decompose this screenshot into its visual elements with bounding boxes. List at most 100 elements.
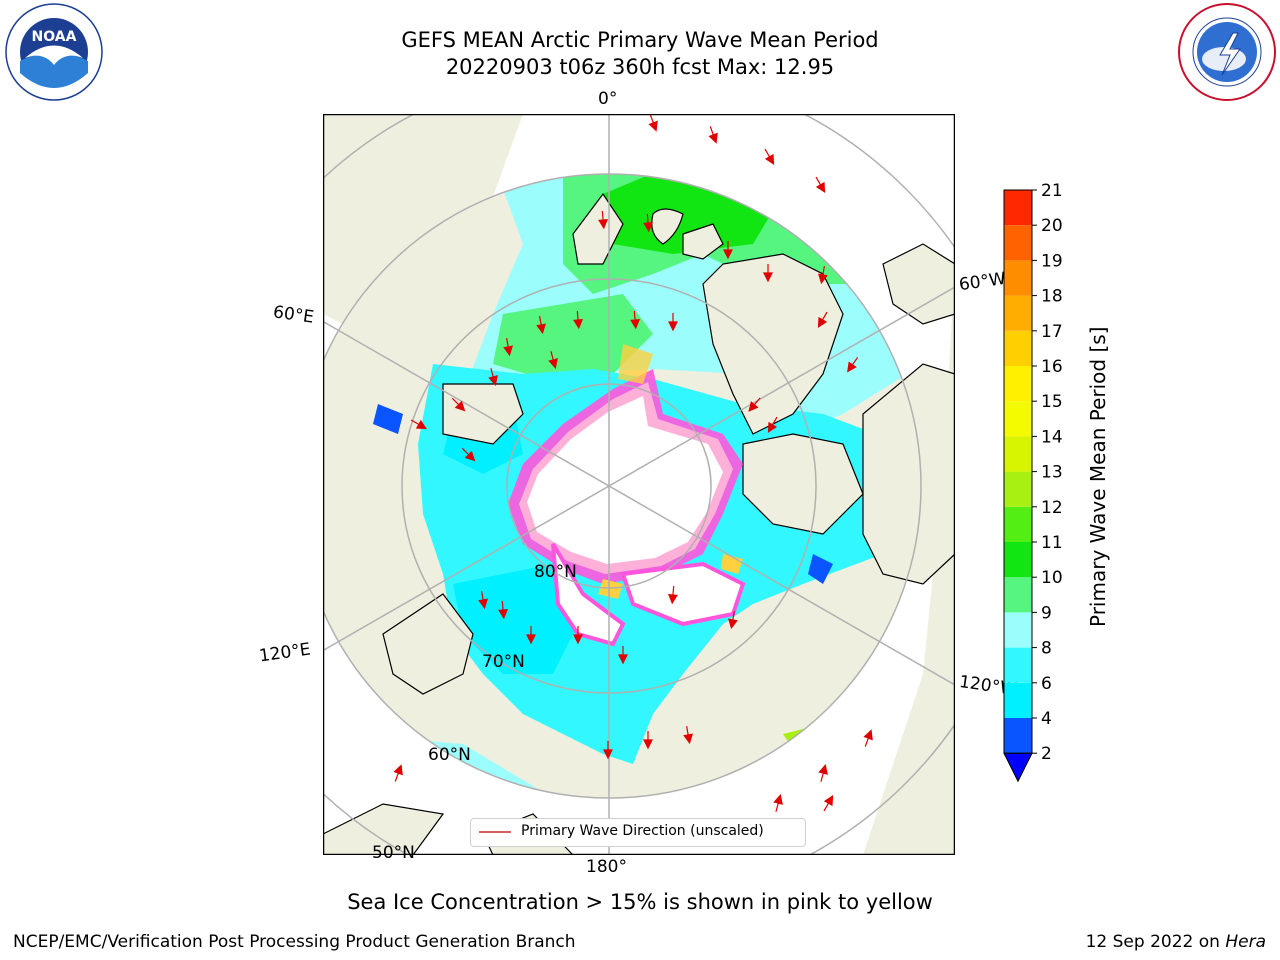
- colorbar: 2 4 6 8 9 10 11 12 13 14 15 16 17 18 19 20 21: [1003, 181, 1063, 783]
- noaa-logo: NOAA: [5, 3, 103, 101]
- lon-label-60e: 60°E: [271, 302, 316, 328]
- wave-arrow: [763, 264, 773, 283]
- colorbar-tick-label: 8: [1041, 639, 1052, 659]
- colorbar-cell: [1004, 190, 1032, 226]
- wave-arrow: [723, 241, 733, 260]
- sea-ice-note: Sea Ice Concentration > 15% is shown in …: [347, 890, 933, 914]
- wave-arrow: [461, 447, 476, 462]
- wave-arrow: [573, 626, 583, 645]
- wave-direction-arrows: [393, 114, 873, 812]
- colorbar-cell: [1004, 577, 1032, 613]
- wave-arrow: [863, 729, 873, 747]
- wave-arrow: [668, 585, 678, 605]
- wave-arrow: [708, 126, 718, 144]
- wave-arrow: [643, 213, 653, 233]
- colorbar-tick-label: 19: [1041, 251, 1063, 271]
- lon-label-180: 180°: [586, 857, 627, 877]
- wave-arrow: [683, 726, 693, 745]
- nws-logo: [1178, 3, 1276, 101]
- wave-arrow: [818, 764, 828, 782]
- legend-arrow-icon: [479, 831, 511, 833]
- wave-arrow: [548, 351, 558, 369]
- colorbar-tick-label: 11: [1041, 533, 1063, 553]
- colorbar-cell: [1004, 330, 1032, 366]
- wave-arrow: [728, 611, 738, 630]
- wave-arrow: [598, 210, 608, 230]
- colorbar-cell: [1004, 225, 1032, 261]
- colorbar-extend-arrow: [1003, 752, 1033, 783]
- colorbar-cells: [1003, 189, 1033, 783]
- lat-label-60n: 60°N: [428, 745, 471, 765]
- lon-label-0: 0°: [598, 89, 618, 109]
- colorbar-tick-label: 14: [1041, 427, 1063, 447]
- wave-arrow: [573, 310, 583, 330]
- wave-arrow: [478, 591, 488, 610]
- wave-arrow: [847, 357, 859, 373]
- lat-label-50n: 50°N: [372, 843, 415, 863]
- wave-arrow: [410, 419, 427, 430]
- colorbar-cell: [1004, 718, 1032, 754]
- colorbar-cell: [1004, 401, 1032, 437]
- wave-arrow: [393, 764, 403, 782]
- wave-arrow: [603, 741, 613, 760]
- colorbar-tick-label: 16: [1041, 357, 1063, 377]
- colorbar-cell: [1004, 471, 1032, 507]
- wave-arrow: [503, 338, 513, 357]
- wave-arrow: [823, 795, 834, 812]
- footer-org: NCEP/EMC/Verification Post Processing Pr…: [13, 932, 576, 952]
- arctic-map: [323, 114, 955, 855]
- wave-arrow: [818, 266, 828, 285]
- colorbar-cell: [1004, 612, 1032, 648]
- colorbar-tick-label: 12: [1041, 498, 1063, 518]
- wave-arrow: [668, 313, 678, 332]
- colorbar-tick-label: 10: [1041, 568, 1063, 588]
- wave-arrow: [536, 316, 546, 335]
- colorbar-cell: [1004, 647, 1032, 683]
- colorbar-tick-label: 15: [1041, 392, 1063, 412]
- land-northwest: [323, 114, 523, 344]
- colorbar-tick-label: 6: [1041, 674, 1052, 694]
- map-subtitle: 20220903 t06z 360h fcst Max: 12.95: [445, 55, 835, 79]
- footer-machine: Hera: [1225, 932, 1266, 952]
- colorbar-tick-label: 20: [1041, 216, 1063, 236]
- colorbar-label: Primary Wave Mean Period [s]: [1086, 326, 1110, 628]
- colorbar-tick-label: 9: [1041, 603, 1052, 623]
- lat-label-80n: 80°N: [534, 562, 577, 582]
- colorbar-cell: [1004, 366, 1032, 402]
- legend-label: Primary Wave Direction (unscaled): [521, 823, 764, 839]
- colorbar-tick-label: 13: [1041, 463, 1063, 483]
- wave-arrow: [773, 794, 783, 812]
- colorbar-cell: [1004, 295, 1032, 331]
- colorbar-cell: [1004, 436, 1032, 472]
- wave-arrow: [630, 310, 640, 330]
- wave-arrow: [815, 176, 826, 193]
- wave-arrow: [488, 368, 498, 386]
- wave-arrow: [767, 416, 778, 433]
- colorbar-cell: [1004, 506, 1032, 542]
- colorbar-tick-label: 21: [1041, 181, 1063, 201]
- noaa-logo-text: NOAA: [32, 29, 77, 45]
- footer-date-text: 12 Sep 2022 on: [1085, 932, 1226, 952]
- wave-arrow: [817, 311, 828, 328]
- wave-arrow: [643, 731, 653, 750]
- colorbar-cell: [1004, 682, 1032, 718]
- coastlines: [323, 192, 955, 855]
- lon-label-120e: 120°E: [257, 639, 312, 667]
- footer-date: 12 Sep 2022 on Hera: [1086, 932, 1266, 952]
- colorbar-tick-label: 2: [1041, 744, 1052, 764]
- map-legend: Primary Wave Direction (unscaled): [470, 818, 806, 847]
- wave-arrow: [451, 397, 466, 412]
- colorbar-cell: [1004, 542, 1032, 578]
- colorbar-tick-label: 4: [1041, 709, 1052, 729]
- colorbar-tick-label: 18: [1041, 287, 1063, 307]
- map-title: GEFS MEAN Arctic Primary Wave Mean Perio…: [401, 28, 879, 52]
- graticule: [323, 114, 955, 855]
- wave-arrow: [764, 148, 775, 165]
- colorbar-ticks: 2 4 6 8 9 10 11 12 13 14 15 16 17 18 19 20 21: [1032, 181, 1063, 764]
- lat-label-70n: 70°N: [482, 652, 525, 672]
- wave-arrow: [526, 626, 536, 645]
- colorbar-cell: [1004, 260, 1032, 296]
- wave-arrow: [748, 397, 761, 412]
- map-frame: [323, 114, 955, 855]
- wave-arrow: [648, 114, 658, 132]
